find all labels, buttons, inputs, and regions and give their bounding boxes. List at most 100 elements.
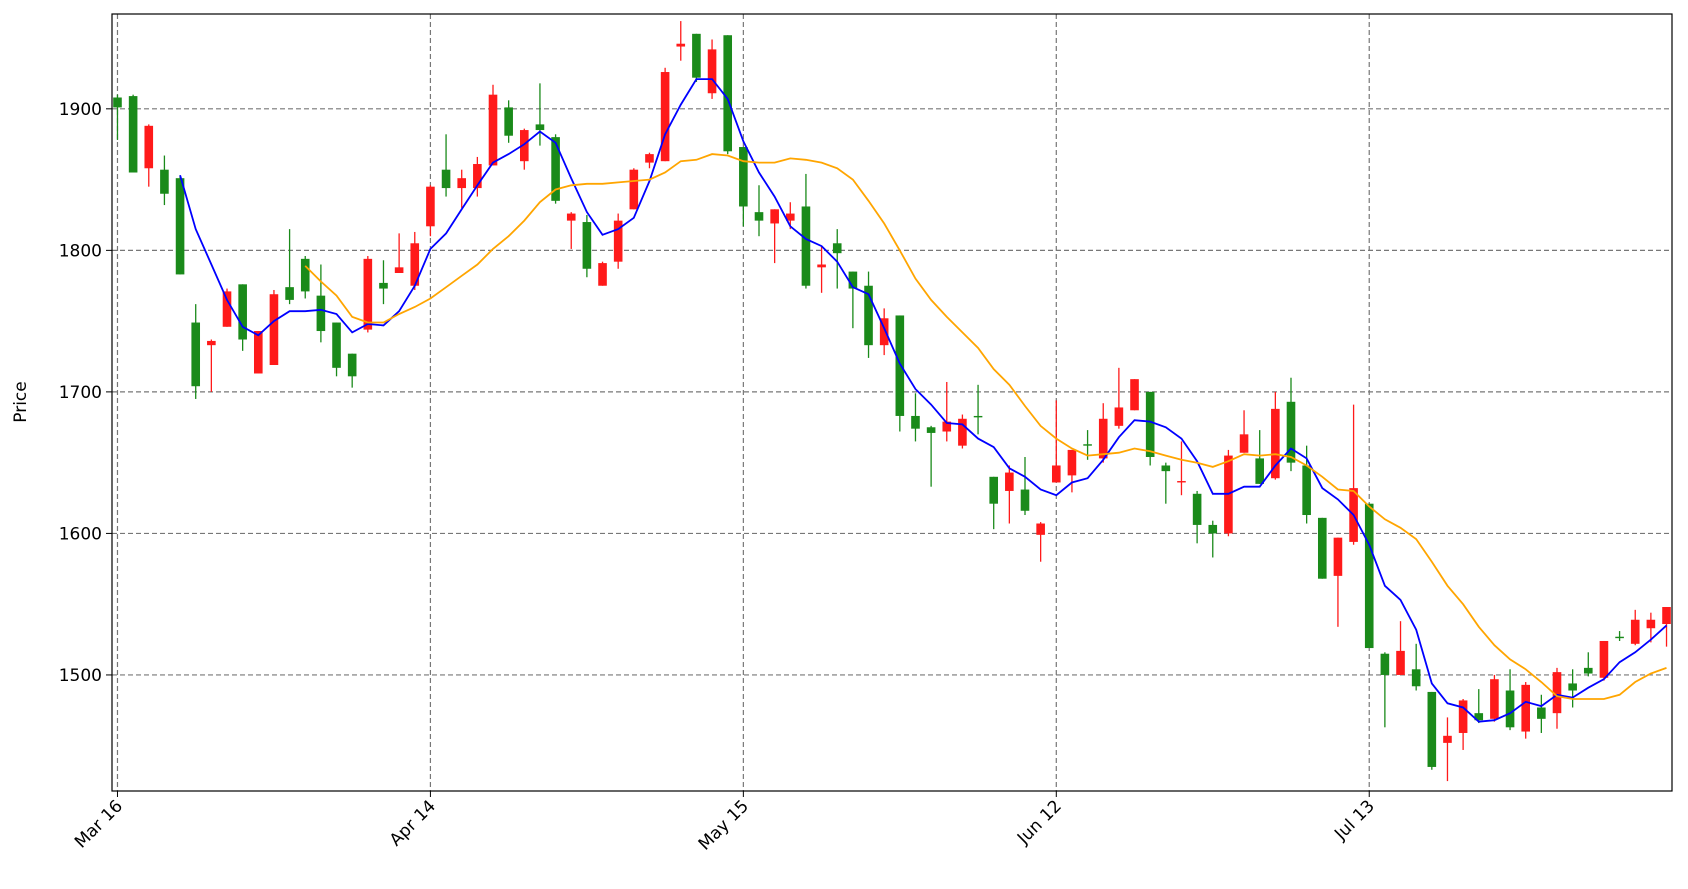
candle-body — [1443, 735, 1452, 743]
candle-body — [1615, 636, 1624, 639]
candle-body — [895, 315, 905, 416]
candle-body — [519, 130, 529, 162]
candle-body — [692, 33, 701, 78]
candle-body — [1271, 408, 1280, 479]
candle-body — [128, 96, 138, 173]
candle-body — [739, 147, 748, 207]
candle-body — [1098, 418, 1108, 459]
candle-body — [1333, 537, 1343, 576]
candle-body — [1051, 465, 1061, 483]
candle-body — [1067, 449, 1077, 476]
candle-body — [613, 220, 623, 262]
candle-body — [379, 282, 388, 289]
moving-average-line — [179, 78, 1668, 723]
candle-body — [285, 287, 294, 300]
x-tick-label: Apr 14 — [386, 796, 440, 850]
candle-body — [958, 418, 967, 446]
candle-body — [504, 107, 513, 136]
candle-body — [160, 169, 169, 194]
candle-body — [535, 124, 545, 131]
candle-body — [598, 263, 607, 286]
candle-body — [848, 271, 858, 289]
candle-body — [926, 427, 936, 433]
candle-body — [645, 154, 654, 163]
candle-body — [175, 178, 185, 275]
candle-body — [864, 285, 873, 346]
candle-body — [1599, 640, 1609, 678]
candle-body — [1427, 691, 1437, 767]
candle-body — [1286, 401, 1296, 463]
candle-body — [801, 206, 811, 286]
x-tick-label: Mar 16 — [71, 796, 127, 852]
candle-body — [660, 72, 670, 162]
y-tick-label: 1900 — [59, 100, 102, 120]
candle-body — [1630, 619, 1640, 644]
candle-body — [1036, 523, 1045, 535]
moving-average-line — [304, 153, 1667, 700]
candle-body — [1662, 607, 1671, 624]
candle-body — [1145, 391, 1155, 457]
candle-body — [1411, 669, 1421, 687]
candle-body — [566, 213, 576, 221]
candle-body — [817, 264, 826, 268]
candle-body — [1364, 503, 1374, 649]
candle-body — [1192, 493, 1202, 525]
candle-body — [1583, 667, 1593, 674]
candle-body — [410, 243, 420, 286]
y-axis-label: Price — [11, 381, 31, 422]
candle-body — [1505, 690, 1515, 728]
x-tick-label: Jun 12 — [1013, 796, 1066, 849]
candle-body — [973, 415, 983, 418]
candle-body — [879, 318, 889, 346]
candle-body — [488, 94, 498, 166]
candle-body — [1114, 407, 1124, 426]
candle-body — [832, 243, 842, 254]
candle-body — [911, 415, 920, 429]
candle-body — [723, 35, 733, 152]
candle-body — [316, 295, 326, 332]
candle-body — [676, 43, 686, 47]
candle-body — [191, 322, 201, 387]
y-tick-label: 1700 — [59, 383, 102, 403]
candle-body — [207, 340, 216, 346]
candle-body — [1490, 679, 1499, 719]
candle-body — [582, 222, 592, 269]
candle-body — [1161, 465, 1171, 472]
candle-body — [222, 291, 232, 327]
candle-body — [1568, 683, 1577, 691]
candle-body — [785, 213, 795, 221]
candle-body — [457, 178, 467, 189]
candle-body — [394, 267, 404, 273]
candle-body — [347, 353, 357, 377]
candle-body — [300, 258, 310, 292]
candle-body — [1396, 650, 1405, 675]
candle-body — [1646, 619, 1656, 629]
candle-body — [426, 186, 435, 227]
plot-frame — [111, 13, 1673, 792]
candle-body — [473, 164, 482, 189]
candle-body — [629, 169, 639, 210]
y-tick-label: 1800 — [59, 241, 102, 261]
candle-body — [942, 421, 952, 432]
candle-body — [1552, 672, 1562, 714]
candle-body — [1130, 379, 1139, 411]
candle-body — [1521, 684, 1531, 732]
candle-body — [1177, 481, 1186, 483]
x-tick-label: May 15 — [695, 796, 753, 854]
candle-body — [269, 294, 279, 365]
candle-body — [1083, 444, 1092, 446]
candle-body — [1005, 472, 1014, 491]
candle-body — [1208, 524, 1218, 534]
candle-body — [770, 209, 779, 224]
candle-body — [1380, 653, 1390, 675]
candle-body — [238, 284, 247, 340]
candle-body — [363, 258, 373, 330]
candle-body — [1537, 707, 1546, 719]
candle-body — [1474, 713, 1484, 721]
candle-body — [1020, 489, 1030, 511]
candle-body — [551, 137, 560, 201]
y-tick-label: 1600 — [59, 524, 102, 544]
y-tick-label: 1500 — [59, 666, 102, 686]
candle-body — [144, 125, 154, 169]
